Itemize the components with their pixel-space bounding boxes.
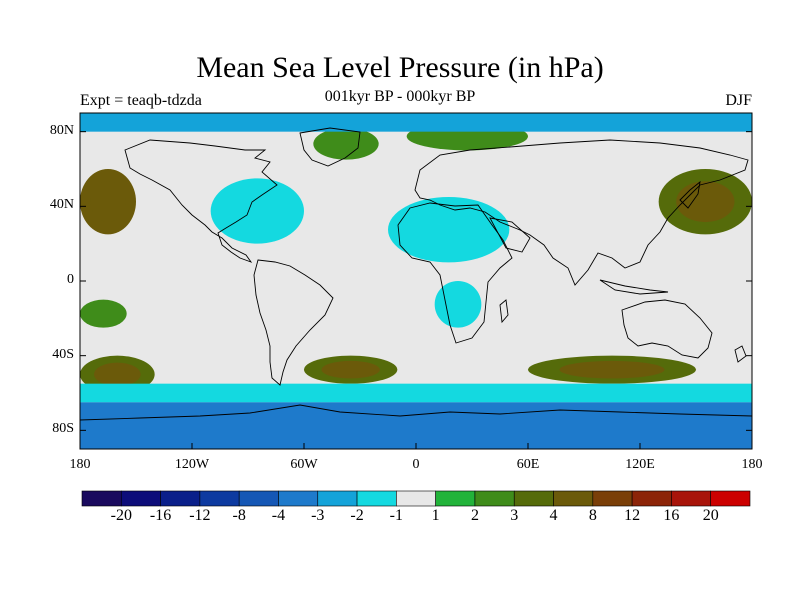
colorbar-swatch [435,490,476,507]
colorbar-swatch [474,490,515,507]
coast-eurasia [414,139,749,286]
map-content [80,113,752,449]
x-tick-label: 120W [174,457,210,472]
colorbar-label: 8 [588,507,597,524]
colorbar-swatch [238,490,279,507]
season-label: DJF [725,92,752,109]
colorbar-label: -20 [110,507,132,524]
anomaly-region [266,252,323,319]
colorbar-swatch [396,490,436,507]
colorbar-label: -2 [350,507,364,524]
coast-antarctica [79,404,753,421]
x-tick-label: 60E [516,457,540,472]
anomaly-region [621,309,706,347]
coast-south-america [253,259,334,386]
y-tick-label: 40S [52,346,74,362]
x-tick-label: 60W [290,457,318,472]
colorbar-swatch [631,490,672,507]
colorbar [81,490,751,507]
anomaly-core [676,181,735,223]
colorbar-label: -3 [311,507,325,524]
anomaly-core [90,181,126,223]
coast-africa [397,202,513,344]
colorbar-swatch [671,490,712,507]
coast-north-america [124,139,278,263]
anomaly-region [388,197,510,263]
colorbar-swatch [592,490,633,507]
colorbar-swatch [199,490,240,507]
y-tick-label: 80S [52,421,74,437]
map-frame [79,112,753,450]
colorbar-label: 2 [470,507,479,524]
colorbar-label: -12 [189,507,211,524]
colorbar-swatch [553,490,594,507]
anomaly-region [210,178,304,244]
colorbar-label: 1 [431,507,440,524]
colorbar-swatch [278,490,319,507]
colorbar-label: 12 [624,507,641,524]
colorbar-label: -4 [271,507,286,524]
experiment-label: Expt = teaqb-tdzda [80,92,202,109]
colorbar-swatch [160,490,201,507]
anomaly-core [321,360,380,379]
x-tick-label: 180 [741,457,763,472]
map-title: Mean Sea Level Pressure (in hPa) [196,51,604,84]
anomaly-band [80,383,752,403]
anomaly-region [434,281,482,328]
colorbar-swatch [710,490,751,507]
colorbar-swatch [317,490,358,507]
anomaly-band [80,113,752,132]
anomaly-region [80,299,127,328]
y-tick-label: 40N [49,197,74,213]
x-tick-label: 180 [69,457,91,472]
anomaly-band [80,402,752,449]
colorbar-label: -16 [149,507,172,524]
x-tick-label: 120E [625,457,655,472]
coast-greenland [299,127,361,167]
period-label: 001kyr BP - 000kyr BP [324,88,476,105]
coastlines [79,127,753,421]
y-tick-label: 0 [67,272,74,287]
colorbar-swatch [513,490,554,507]
coast-indonesia [599,279,669,295]
colorbar-swatch [356,490,397,507]
colorbar-swatch [120,490,161,507]
coast-australia [621,299,713,359]
colorbar-label: 20 [702,507,719,524]
anomaly-core [94,362,141,387]
anomaly-region [313,127,379,160]
anomaly-core [559,360,665,379]
coast-arabia [489,217,531,253]
colorbar-label: 16 [663,507,680,524]
y-tick-label: 80N [49,122,74,138]
colorbar-label: -8 [232,507,246,524]
colorbar-swatch [81,490,122,507]
coast-madagascar [499,299,509,324]
x-tick-label: 0 [412,457,420,472]
coast-japan [679,180,701,209]
colorbar-label: 4 [549,507,558,524]
colorbar-label: -1 [389,507,403,524]
colorbar-label: 3 [510,507,519,524]
